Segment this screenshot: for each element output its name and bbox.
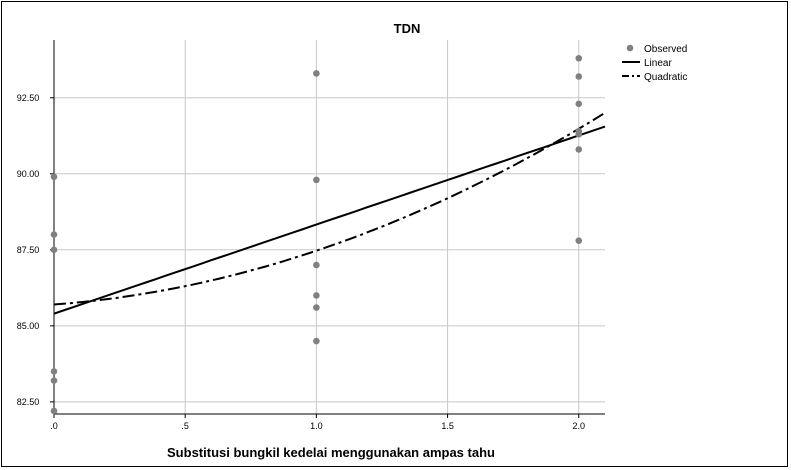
x-tick-labels: .0 .5 1.0 1.5 2.0 [50, 421, 585, 431]
observed-point [50, 407, 58, 415]
observed-point [313, 304, 320, 311]
y-tick-label: 82.50 [17, 397, 40, 407]
observed-point [313, 176, 320, 184]
fit-lines [53, 111, 606, 315]
observed-point [50, 377, 58, 384]
observed-point [313, 70, 320, 77]
observed-point [575, 73, 583, 80]
chart-title: TDN [394, 21, 421, 36]
observed-point [313, 292, 320, 299]
observed-points [50, 54, 583, 415]
y-tick-label: 90.00 [17, 169, 40, 179]
y-tick-label: 92.50 [17, 93, 40, 103]
y-tick-label: 85.00 [17, 321, 40, 331]
observed-point [50, 368, 58, 375]
y-tick-labels: 82.50 85.00 87.50 90.00 92.50 [17, 93, 40, 407]
axes [50, 40, 605, 418]
observed-point [50, 231, 58, 238]
observed-point [313, 337, 320, 345]
linear-fit-line [53, 125, 606, 315]
y-tick-label: 87.50 [17, 245, 40, 255]
observed-point [50, 173, 58, 181]
observed-point [575, 130, 583, 138]
x-tick-label: 1.5 [441, 421, 454, 431]
quadratic-fit-line [53, 111, 606, 306]
grid [54, 40, 605, 414]
x-tick-label: .0 [50, 421, 58, 431]
legend-label: Linear [644, 58, 672, 69]
x-tick-label: .5 [181, 421, 189, 431]
x-tick-label: 1.0 [310, 421, 323, 431]
observed-point [575, 100, 583, 108]
observed-point [50, 246, 58, 254]
observed-point [313, 261, 320, 269]
legend-label: Quadratic [644, 72, 687, 83]
x-tick-label: 2.0 [573, 421, 586, 431]
x-axis-label: Substitusi bungkil kedelai menggunakan a… [167, 445, 495, 460]
observed-point [575, 54, 583, 62]
legend: Observed Linear Quadratic [622, 44, 687, 83]
legend-label: Observed [644, 44, 687, 55]
observed-point [575, 146, 583, 153]
legend-swatch-observed [626, 44, 634, 52]
observed-point [575, 237, 583, 244]
